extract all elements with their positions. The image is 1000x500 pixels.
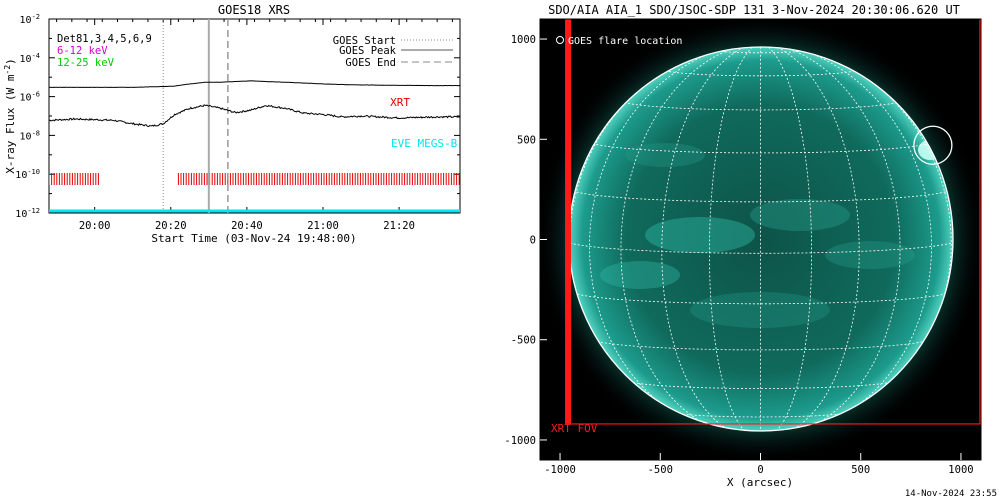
left-y-tick-label: 10-6 bbox=[20, 91, 40, 104]
left-y-axis-label-main: X-ray Flux (W m bbox=[4, 74, 17, 174]
longitude-line bbox=[620, 47, 761, 431]
right-x-tick-label: 500 bbox=[851, 464, 870, 476]
right-axis-ticks: -1000 -500 0 500 1000 1000 500 0 -500 -1000 bbox=[504, 34, 973, 476]
left-chart-title: GOES18 XRS bbox=[218, 3, 290, 17]
xrt-observation-ticks bbox=[49, 173, 460, 185]
xrt-fov-label: XRT FOV bbox=[551, 422, 598, 435]
left-y-axis-label-close: ) bbox=[4, 58, 17, 65]
longitude-line bbox=[760, 47, 901, 431]
aia-image-chart: SDO/AIA AIA_1 SDO/JSOC-SDP 131 3-Nov-202… bbox=[504, 3, 997, 499]
active-regions bbox=[600, 140, 942, 328]
left-plot-frame bbox=[48, 18, 461, 214]
left-x-tick-label: 20:20 bbox=[155, 220, 187, 232]
left-x-axis-label: Start Time (03-Nov-24 19:48:00) bbox=[151, 232, 356, 245]
solar-disk bbox=[569, 47, 953, 431]
legend-detectors: Det81,3,4,5,6,9 bbox=[57, 33, 152, 45]
right-x-axis-label: X (arcsec) bbox=[727, 476, 793, 489]
left-y-axis-label: X-ray Flux (W m-2) bbox=[3, 58, 17, 174]
longitude-line bbox=[589, 47, 761, 431]
latitude-line bbox=[569, 290, 952, 305]
flare-legend-icon bbox=[556, 36, 564, 44]
right-x-tick-label: 1000 bbox=[948, 464, 973, 476]
right-y-tick-label: -500 bbox=[511, 335, 536, 347]
latitude-line bbox=[569, 188, 952, 203]
left-y-tick-label: 10-10 bbox=[15, 168, 40, 181]
latitude-line bbox=[589, 338, 932, 351]
flux-curve-lower bbox=[49, 104, 460, 128]
legend-goes-start: GOES Start bbox=[333, 35, 396, 47]
legend-goes-end: GOES End bbox=[345, 57, 396, 69]
goes-flare-location-circle bbox=[913, 125, 953, 165]
legend-6-12kev: 6-12 keV bbox=[57, 45, 108, 57]
left-y-ticks: 10-2 10-4 10-6 10-8 10-10 10-12 bbox=[15, 13, 460, 220]
right-x-tick-label: 0 bbox=[757, 464, 763, 476]
left-x-tick-label: 20:00 bbox=[79, 220, 111, 232]
plot-timestamp: 14-Nov-2024 23:55 bbox=[905, 489, 997, 499]
goes-xrs-chart: GOES18 XRS 10-2 10-4 10-6 10-8 10-10 10-12 20… bbox=[3, 3, 461, 245]
right-y-tick-label: -1000 bbox=[504, 435, 536, 447]
longitude-line bbox=[760, 47, 952, 429]
left-x-tick-label: 20:40 bbox=[231, 220, 263, 232]
left-y-tick-label: 10-8 bbox=[20, 129, 40, 142]
left-y-axis-label-exp: -2 bbox=[3, 65, 12, 75]
latitude-line bbox=[620, 100, 901, 111]
flare-legend-label: GOES flare location bbox=[568, 36, 682, 47]
right-y-tick-label: 1000 bbox=[511, 34, 536, 46]
right-x-tick-label: -500 bbox=[648, 464, 673, 476]
right-y-tick-label: 500 bbox=[517, 134, 536, 146]
xrt-label: XRT bbox=[390, 96, 410, 109]
right-x-tick-label: -1000 bbox=[544, 464, 576, 476]
left-y-tick-label: 10-2 bbox=[20, 13, 40, 26]
left-x-tick-label: 21:00 bbox=[307, 220, 339, 232]
legend-12-25kev: 12-25 keV bbox=[57, 57, 115, 69]
eve-label: EVE MEGS-B bbox=[391, 137, 458, 150]
longitude-line bbox=[760, 47, 932, 431]
right-chart-title: SDO/AIA AIA_1 SDO/JSOC-SDP 131 3-Nov-202… bbox=[548, 3, 960, 17]
longitude-line bbox=[569, 47, 761, 429]
right-y-tick-label: 0 bbox=[530, 235, 536, 247]
left-y-tick-label: 10-12 bbox=[15, 207, 40, 220]
legend-goes-peak: GOES Peak bbox=[339, 45, 397, 57]
left-x-tick-label: 21:20 bbox=[383, 220, 415, 232]
longitude-line bbox=[661, 47, 761, 431]
heliographic-grid bbox=[569, 47, 953, 431]
flux-curve-upper bbox=[49, 80, 460, 88]
longitude-line bbox=[760, 47, 860, 431]
left-y-tick-label: 10-4 bbox=[20, 52, 40, 65]
